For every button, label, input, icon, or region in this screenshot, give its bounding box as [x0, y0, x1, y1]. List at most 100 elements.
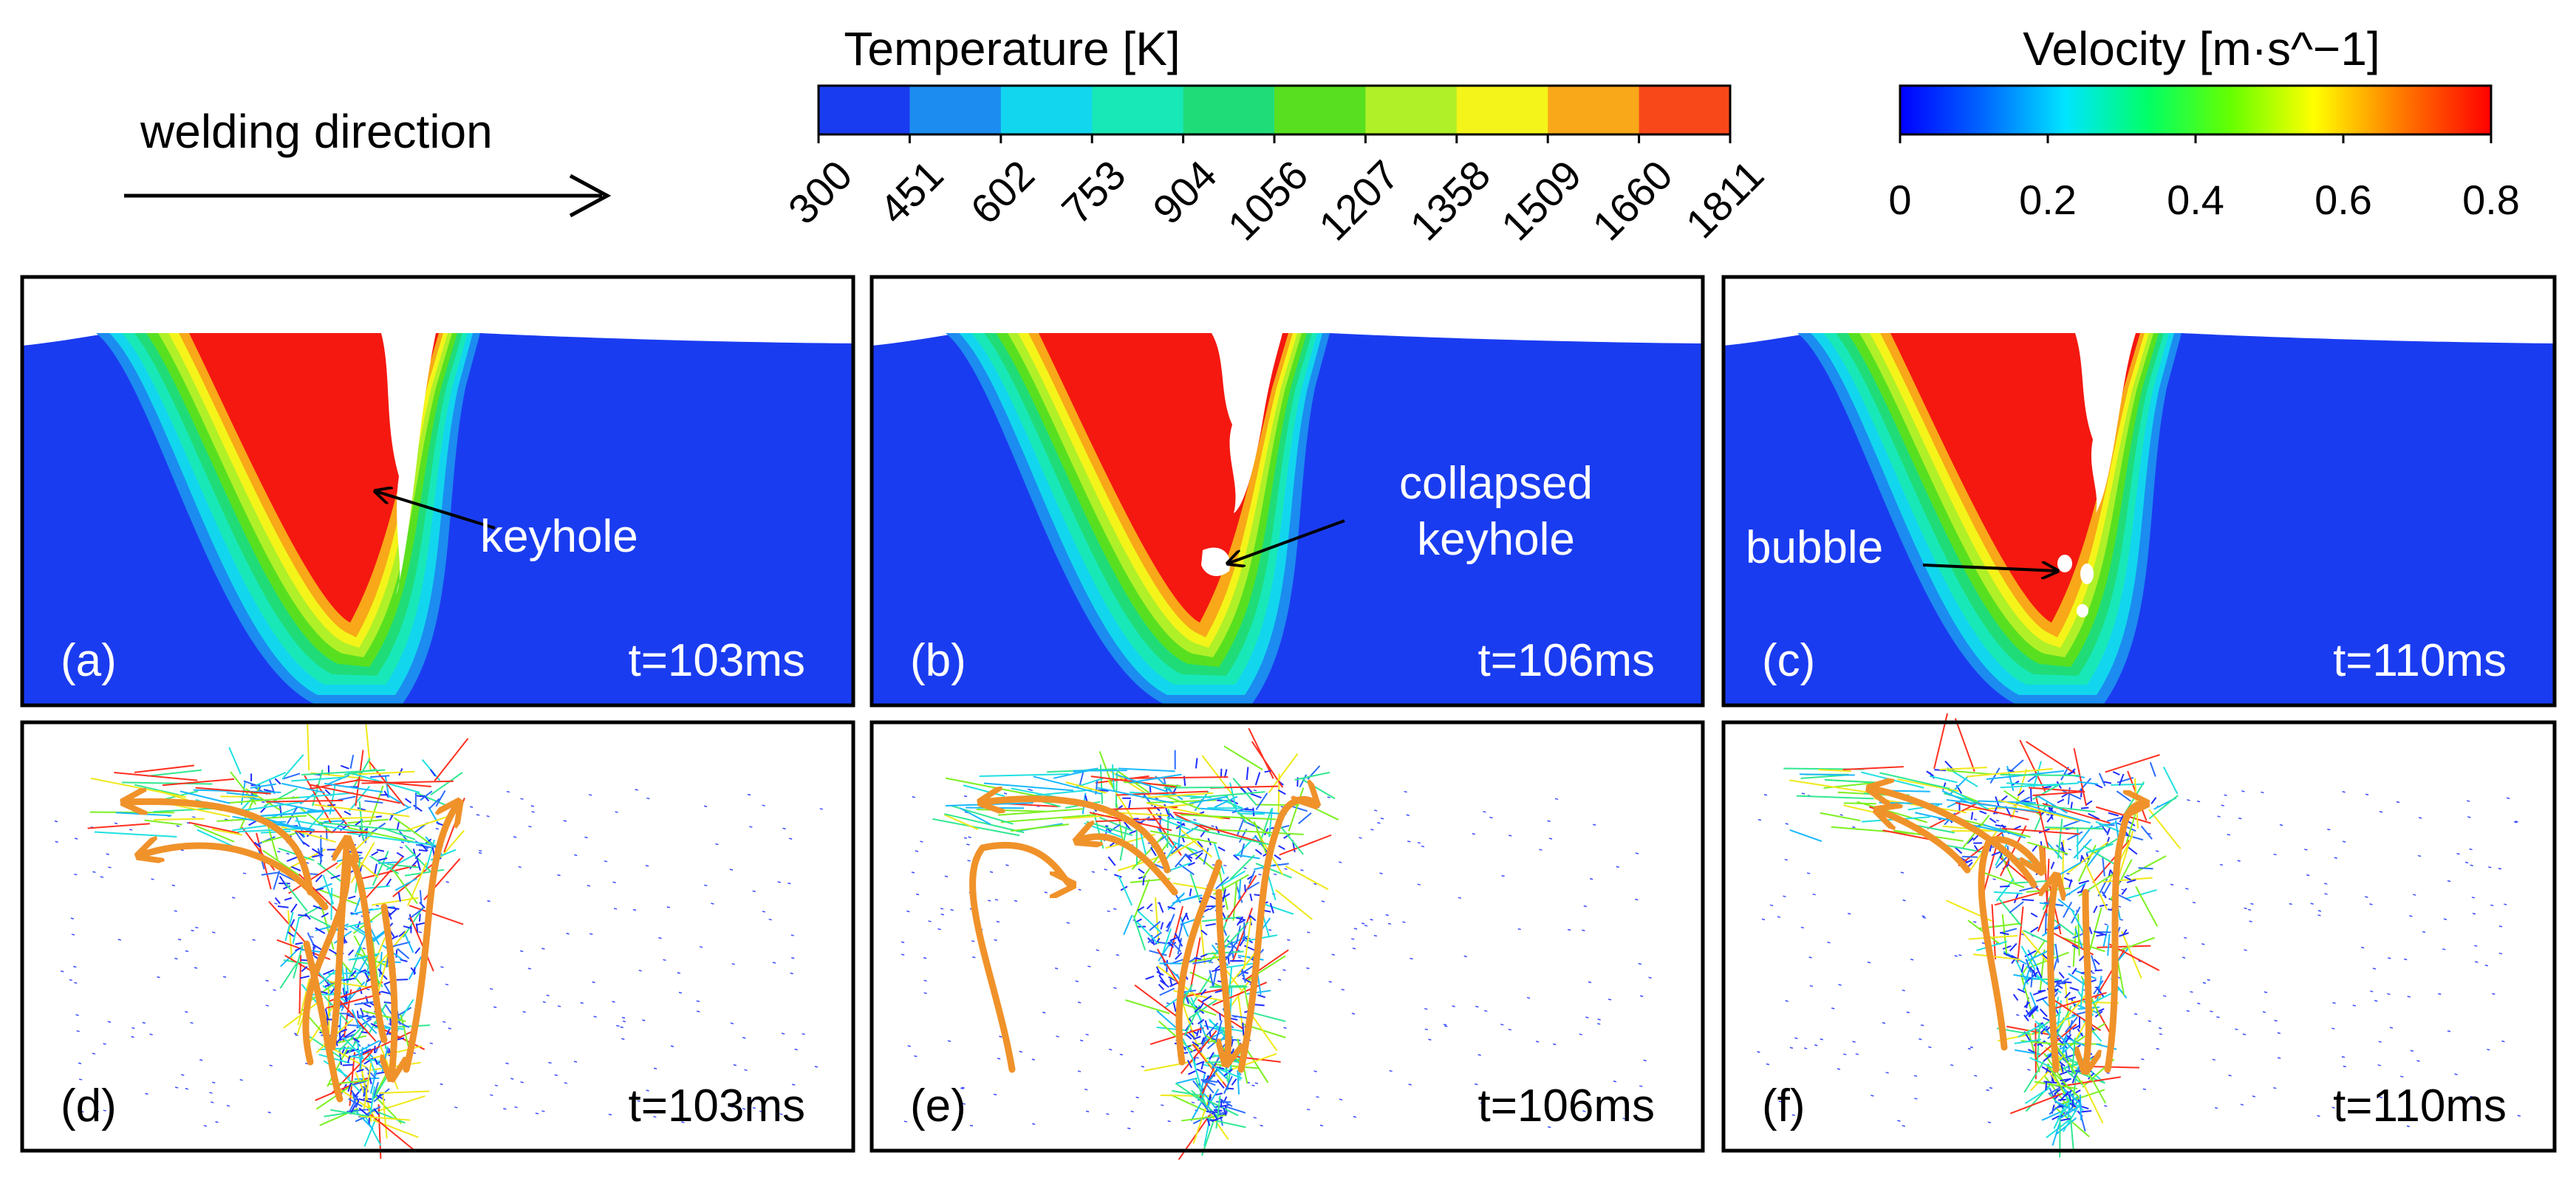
velocity-vector: [347, 1081, 352, 1092]
velocity-vector: [541, 948, 545, 950]
velocity-vector: [1814, 1044, 1818, 1047]
velocity-vector: [301, 965, 308, 973]
velocity-vector: [2138, 867, 2153, 870]
velocity-vector: [1135, 821, 1143, 824]
velocity-vector: [1248, 870, 1256, 884]
velocity-vector: [291, 776, 346, 782]
velocity-vector: [2032, 1011, 2062, 1035]
velocity-tick-label: 0.6: [2314, 177, 2372, 223]
velocity-vector: [324, 1008, 329, 1021]
velocity-vector: [1979, 810, 1987, 815]
velocity-vector: [1428, 1038, 1432, 1041]
velocity-vector: [2060, 1078, 2072, 1082]
velocity-vector: [646, 1089, 649, 1092]
velocity-vector: [2088, 812, 2100, 820]
velocity-vector: [2020, 964, 2025, 973]
velocity-vector: [347, 949, 355, 956]
velocity-vector: [345, 1024, 360, 1027]
velocity-vector: [180, 849, 184, 852]
velocity-vector: [1099, 816, 1133, 832]
velocity-vector: [915, 893, 920, 896]
velocity-vector: [404, 933, 414, 953]
velocity-vector: [358, 865, 417, 880]
velocity-vector: [2334, 857, 2338, 859]
velocity-vector: [2186, 1010, 2190, 1013]
velocity-vector: [1223, 864, 1227, 867]
velocity-vector: [430, 772, 463, 796]
velocity-vector: [2068, 996, 2077, 1001]
velocity-vector: [344, 810, 352, 816]
velocity-vector: [1193, 818, 1197, 821]
velocity-vector: [2068, 1020, 2073, 1035]
temperature-tick-label: 1509: [1492, 151, 1591, 250]
velocity-vector: [369, 855, 400, 874]
velocity-vector: [593, 1016, 597, 1018]
velocity-vector: [642, 1019, 646, 1021]
velocity-vector: [359, 1115, 411, 1121]
velocity-vector: [1231, 1078, 1237, 1086]
panel-c: bubble (c) t=110ms: [1721, 275, 2557, 708]
velocity-vector: [2094, 931, 2107, 936]
velocity-vector: [362, 947, 366, 950]
velocity-vector: [265, 1004, 269, 1007]
velocity-vector: [1622, 1117, 1626, 1120]
velocity-vector: [1380, 817, 1384, 820]
velocity-vector: [343, 977, 357, 982]
velocity-vector: [1946, 798, 2038, 812]
velocity-vector: [87, 823, 150, 829]
velocity-vector: [2069, 987, 2079, 991]
velocity-vector: [2443, 918, 2447, 920]
velocity-vector: [2013, 973, 2039, 980]
velocity-vector: [1209, 1052, 1214, 1061]
velocity-vector: [352, 758, 371, 788]
velocity-vector: [363, 1063, 372, 1109]
velocity-vector: [89, 811, 174, 814]
velocity-vector: [1192, 959, 1212, 965]
velocity-vector: [347, 818, 389, 824]
velocity-colorbar: [1899, 84, 2493, 136]
velocity-vector: [1417, 883, 1421, 886]
velocity-vector: [1223, 1075, 1233, 1095]
velocity-vector: [2241, 790, 2245, 792]
velocity-vector: [1141, 1066, 1145, 1068]
velocity-vector: [261, 871, 279, 876]
velocity-vector: [1220, 768, 1223, 777]
velocity-vector: [2067, 1093, 2072, 1101]
velocity-vector: [2150, 797, 2157, 804]
velocity-vector: [1177, 922, 1183, 941]
velocity-vector: [573, 1061, 578, 1063]
velocity-vector: [1272, 863, 1289, 867]
velocity-vector: [1373, 809, 1378, 812]
velocity-vector: [284, 883, 308, 912]
velocity-vector: [2413, 894, 2416, 896]
velocity-vector: [1248, 1011, 1278, 1052]
velocity-vector: [1190, 973, 1213, 1007]
velocity-vector: [1583, 905, 1588, 908]
velocity-vector: [407, 862, 428, 906]
velocity-vector: [1142, 877, 1145, 886]
velocity-vector: [363, 1057, 374, 1065]
velocity-vector: [2454, 1073, 2458, 1075]
velocity-vector: [1379, 872, 1383, 874]
velocity-vector: [616, 1024, 620, 1027]
velocity-vector: [330, 874, 341, 880]
velocity-vector: [243, 780, 257, 787]
velocity-vector: [1954, 718, 1975, 772]
velocity-vector: [1172, 1000, 1177, 1013]
velocity-vector: [2496, 1098, 2500, 1100]
velocity-vector: [584, 836, 588, 839]
velocity-vector: [1167, 1120, 1171, 1123]
velocity-vector: [354, 1001, 375, 1006]
velocity-vector: [2513, 821, 2518, 823]
velocity-vector: [1970, 812, 1974, 821]
velocity-vector: [2018, 801, 2091, 824]
velocity-vector: [1255, 792, 1268, 810]
velocity-vector: [420, 843, 428, 852]
velocity-vector: [1554, 798, 1559, 801]
velocity-vector: [1115, 772, 1118, 808]
velocity-vector: [2027, 841, 2068, 855]
velocity-vector: [1294, 771, 1330, 781]
velocity-vector: [429, 1042, 434, 1044]
velocity-vector: [1155, 797, 1158, 800]
velocity-vector: [253, 841, 262, 848]
